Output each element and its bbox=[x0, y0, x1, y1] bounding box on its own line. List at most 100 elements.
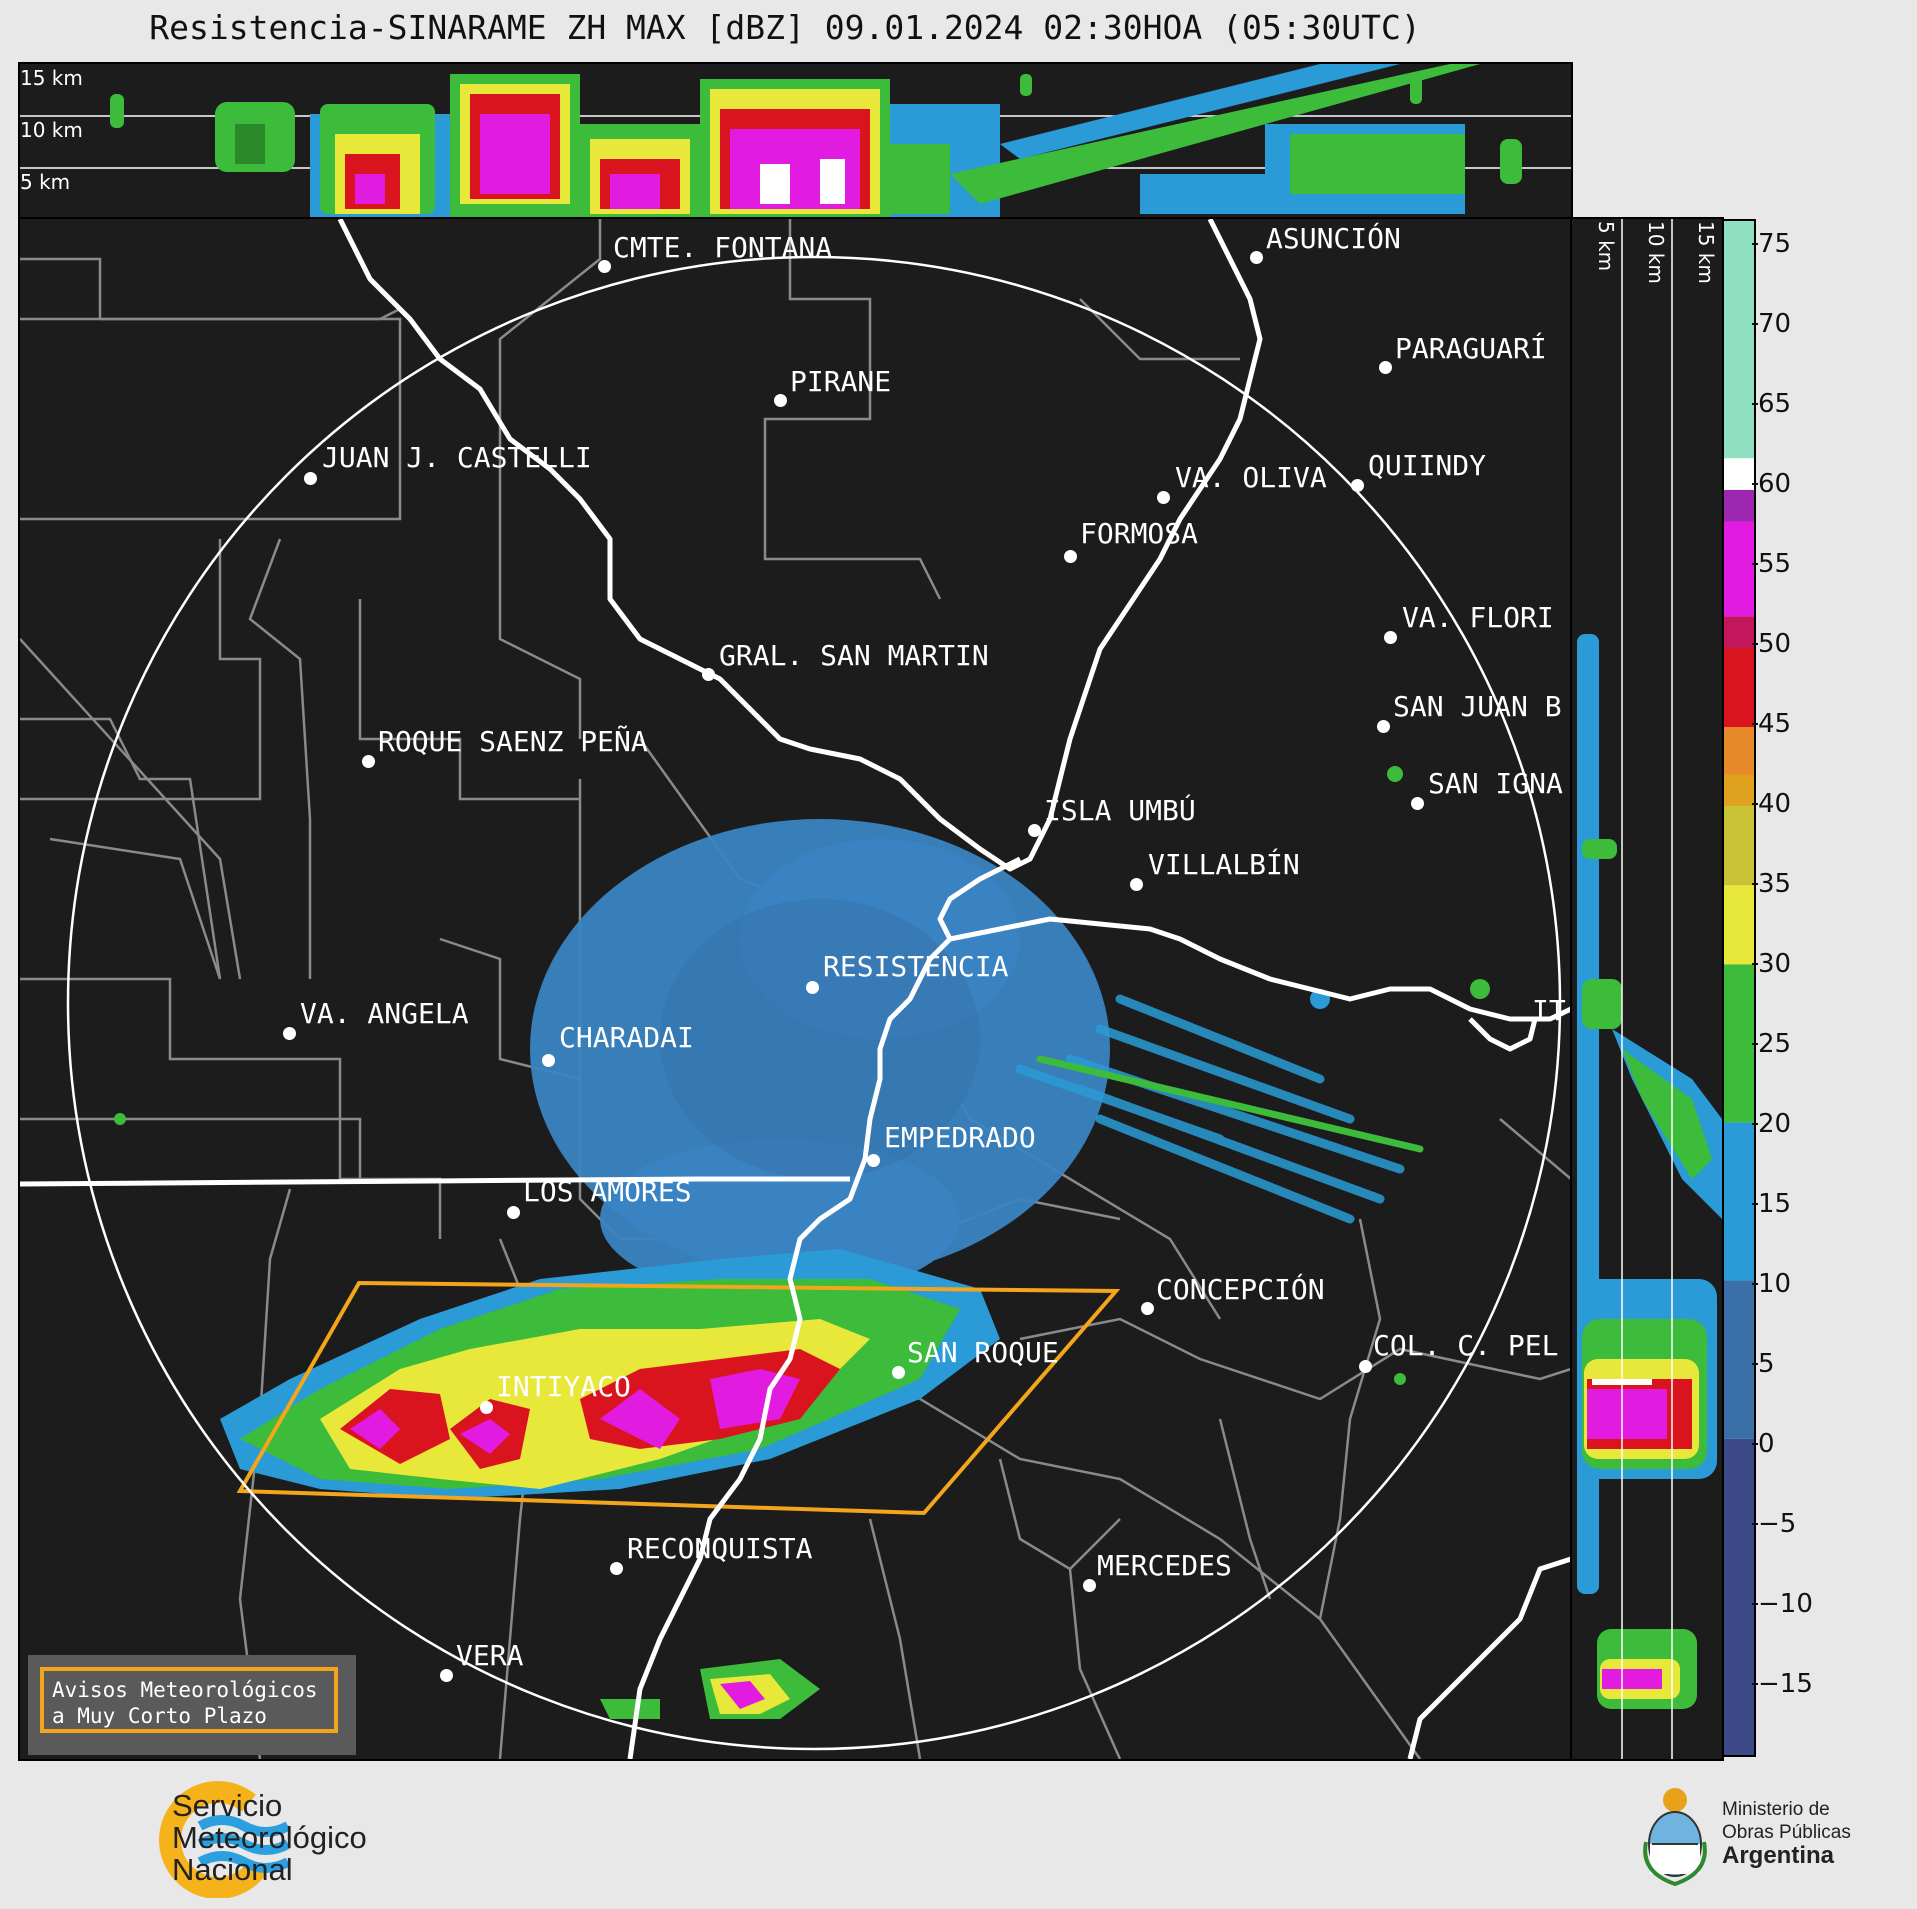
city-dot bbox=[1064, 550, 1077, 563]
top-cross-section-svg bbox=[20, 64, 1571, 218]
city-label-intiyaco: INTIYACO bbox=[496, 1370, 631, 1403]
city-dot bbox=[610, 1562, 623, 1575]
colorbar-tick: 10 bbox=[1751, 1269, 1792, 1299]
city-label-paraguari: PARAGUARÍ bbox=[1395, 332, 1547, 365]
warning-polygon bbox=[236, 1280, 1121, 1516]
radar-echoes bbox=[114, 766, 1490, 1719]
city-dot bbox=[283, 1027, 296, 1040]
colorbar-tick: −10 bbox=[1752, 1589, 1813, 1619]
city-label-isla-umbu: ISLA UMBÚ bbox=[1044, 794, 1196, 827]
ministry-line-1: Ministerio de bbox=[1722, 1799, 1830, 1820]
side-label-15km: 15 km bbox=[1694, 221, 1718, 284]
smn-line-3: Nacional bbox=[172, 1852, 293, 1887]
notice-line-2: a Muy Corto Plazo bbox=[52, 1704, 267, 1728]
smn-logo-icon bbox=[159, 1781, 291, 1898]
colorbar-band bbox=[1724, 489, 1754, 522]
colorbar-band bbox=[1724, 521, 1754, 617]
city-dot bbox=[1130, 878, 1143, 891]
city-dot bbox=[1157, 491, 1170, 504]
city-label-va-angela: VA. ANGELA bbox=[300, 997, 469, 1030]
height-label-15km: 15 km bbox=[20, 66, 83, 90]
colorbar-tick: 5 bbox=[1752, 1349, 1775, 1379]
colorbar-tick: 55 bbox=[1751, 549, 1792, 579]
colorbar-svg bbox=[1724, 221, 1754, 1755]
city-label-reconquista: RECONQUISTA bbox=[627, 1532, 813, 1565]
colorbar-tick: 50 bbox=[1751, 629, 1792, 659]
colorbar-band bbox=[1724, 616, 1754, 648]
colorbar-band bbox=[1724, 964, 1754, 1123]
city-dot bbox=[1028, 824, 1041, 837]
city-label-roque-saenz-pena: ROQUE SAENZ PEÑA bbox=[378, 725, 648, 758]
city-label-villalbin: VILLALBÍN bbox=[1148, 848, 1300, 881]
city-label-charadai: CHARADAI bbox=[559, 1021, 694, 1054]
short-term-warnings-frame: Avisos Meteorológicos a Muy Corto Plazo bbox=[40, 1667, 338, 1733]
colorbar-band bbox=[1724, 1280, 1754, 1439]
colorbar-band bbox=[1724, 458, 1754, 490]
height-label-5km: 5 km bbox=[20, 170, 71, 194]
echo-band bbox=[110, 64, 1522, 218]
range-ring bbox=[66, 255, 1562, 1751]
radar-map: CMTE. FONTANA ASUNCIÓN PIRANE PARAGUARÍ … bbox=[18, 217, 1573, 1761]
city-label-formosa: FORMOSA bbox=[1080, 517, 1199, 550]
city-dot bbox=[1359, 1360, 1372, 1373]
city-label-san-igna: SAN IGNA bbox=[1428, 767, 1563, 800]
colorbar-tick: 70 bbox=[1751, 309, 1792, 339]
notice-line-1: Avisos Meteorológicos bbox=[52, 1678, 318, 1702]
city-dot bbox=[507, 1206, 520, 1219]
city-label-col-c-pel: COL. C. PEL bbox=[1373, 1329, 1559, 1362]
city-label-vera: VERA bbox=[456, 1639, 524, 1672]
city-dot bbox=[1377, 720, 1390, 733]
colorbar bbox=[1722, 219, 1756, 1757]
colorbar-tick: 15 bbox=[1751, 1189, 1792, 1219]
colorbar-band bbox=[1724, 1438, 1754, 1755]
radar-map-svg bbox=[20, 219, 1571, 1759]
city-dot bbox=[1379, 361, 1392, 374]
city-label-san-juan-b: SAN JUAN B bbox=[1393, 690, 1562, 723]
smn-line-2: Meteorológico bbox=[172, 1820, 367, 1855]
colorbar-tick: 20 bbox=[1751, 1109, 1792, 1139]
admin-boundaries bbox=[20, 219, 1571, 1759]
city-dot bbox=[1351, 479, 1364, 492]
city-label-resistencia: RESISTENCIA bbox=[823, 950, 1009, 983]
side-cross-section-svg bbox=[1577, 219, 1722, 1759]
colorbar-tick: 40 bbox=[1751, 789, 1792, 819]
ministry-name: Ministerio de Obras Públicas Argentina bbox=[1722, 1798, 1851, 1869]
ministry-line-3: Argentina bbox=[1722, 1842, 1835, 1869]
colorbar-tick: 25 bbox=[1751, 1029, 1792, 1059]
city-label-pirane: PIRANE bbox=[790, 365, 892, 398]
city-label-quiindy: QUIINDY bbox=[1368, 449, 1487, 482]
page-title: Resistencia-SINARAME ZH MAX [dBZ] 09.01.… bbox=[149, 8, 1421, 47]
city-dot bbox=[542, 1054, 555, 1067]
city-label-empedrado: EMPEDRADO bbox=[884, 1121, 1036, 1154]
city-dot bbox=[774, 394, 787, 407]
colorbar-tick: 30 bbox=[1751, 949, 1792, 979]
colorbar-tick: 60 bbox=[1751, 469, 1792, 499]
colorbar-tick: 65 bbox=[1751, 389, 1792, 419]
colorbar-band bbox=[1724, 1122, 1754, 1281]
side-cross-section: 5 km 10 km 15 km bbox=[1570, 217, 1724, 1761]
city-dot bbox=[702, 668, 715, 681]
city-label-cmte-fontana: CMTE. FONTANA bbox=[613, 231, 833, 264]
city-dot bbox=[1141, 1302, 1154, 1315]
colorbar-band bbox=[1724, 221, 1754, 459]
colorbar-tick: 0 bbox=[1752, 1429, 1775, 1459]
colorbar-tick: −5 bbox=[1751, 1509, 1797, 1539]
colorbar-band bbox=[1724, 727, 1754, 775]
city-label-va-flori: VA. FLORI bbox=[1402, 601, 1554, 634]
ministry-line-2: Obras Públicas bbox=[1722, 1822, 1851, 1843]
side-label-5km: 5 km bbox=[1594, 221, 1618, 272]
colorbar-band bbox=[1724, 647, 1754, 728]
smn-line-1: Servicio bbox=[172, 1788, 283, 1823]
smn-name: Servicio Meteorológico Nacional bbox=[172, 1790, 367, 1886]
city-dot bbox=[1384, 631, 1397, 644]
city-dot bbox=[1411, 797, 1424, 810]
colorbar-tick: 45 bbox=[1751, 709, 1792, 739]
side-label-10km: 10 km bbox=[1644, 221, 1668, 284]
city-label-concepcion: CONCEPCIÓN bbox=[1156, 1273, 1325, 1306]
city-dot bbox=[598, 260, 611, 273]
city-label-san-roque: SAN ROQUE bbox=[907, 1336, 1059, 1369]
city-label-it: IT bbox=[1532, 994, 1566, 1027]
city-dot bbox=[867, 1154, 880, 1167]
colorbar-band bbox=[1724, 806, 1754, 886]
city-dot bbox=[440, 1669, 453, 1682]
